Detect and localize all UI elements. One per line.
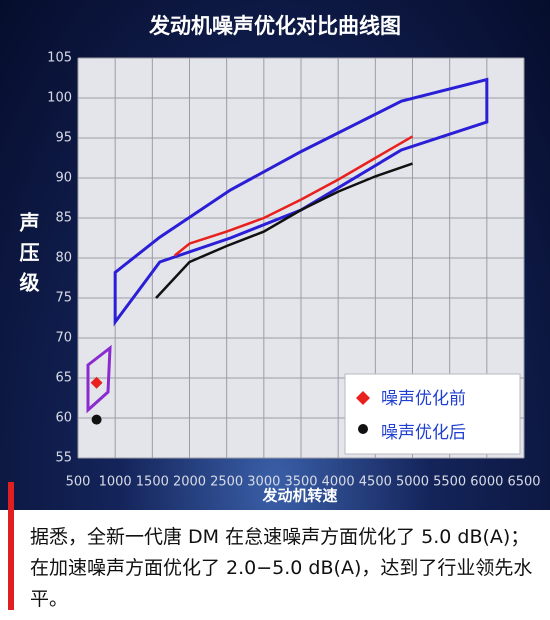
legend-label: 噪声优化前 xyxy=(381,389,466,409)
x-tick-label: 1000 xyxy=(99,475,132,490)
x-tick-label: 500 xyxy=(66,475,91,490)
series-line xyxy=(155,162,413,299)
x-tick-label: 4500 xyxy=(359,475,392,490)
legend-marker xyxy=(358,424,368,434)
x-tick-label: 3000 xyxy=(247,475,280,490)
series-line xyxy=(173,135,414,257)
x-tick-label: 6000 xyxy=(470,475,503,490)
y-tick-label: 65 xyxy=(55,371,72,386)
y-tick-label: 90 xyxy=(55,171,72,186)
idle-highlight xyxy=(86,344,112,414)
x-axis-label: 发动机转速 xyxy=(261,487,337,505)
x-tick-label: 5000 xyxy=(396,475,429,490)
y-tick-label: 55 xyxy=(55,451,72,466)
idle-point xyxy=(90,376,103,389)
accent-bar xyxy=(8,482,14,610)
chart: 发动机噪声优化对比曲线图 发动机转速 55 60 65 70 75 80 85 90 95 100… xyxy=(47,14,541,505)
y-tick-label: 80 xyxy=(55,251,72,266)
chart-title: 发动机噪声优化对比曲线图 xyxy=(148,14,401,38)
x-tick-label: 5500 xyxy=(433,475,466,490)
y-tick-label: 105 xyxy=(47,51,72,66)
y-tick-label: 60 xyxy=(55,411,72,426)
y-tick-label: 100 xyxy=(47,91,72,106)
legend-marker xyxy=(356,391,370,405)
y-tick-label: 70 xyxy=(55,331,72,346)
caption: 据悉，全新一代唐 DM 在怠速噪声方面优化了 5.0 dB(A)；在加速噪声方面… xyxy=(30,526,533,610)
legend-box xyxy=(344,373,521,455)
y-tick-label: 75 xyxy=(55,291,72,306)
y-tick-label: 85 xyxy=(55,211,72,226)
x-tick-label: 3500 xyxy=(284,475,317,490)
y-axis-label: 声压级 xyxy=(16,212,40,302)
x-tick-label: 4000 xyxy=(322,475,355,490)
y-tick-label: 95 xyxy=(55,131,72,146)
legend-label: 噪声优化后 xyxy=(381,423,466,443)
noise-band xyxy=(113,77,489,327)
x-tick-label: 2500 xyxy=(210,475,243,490)
x-tick-label: 1500 xyxy=(136,475,169,490)
idle-point xyxy=(91,414,102,425)
x-tick-label: 2000 xyxy=(173,475,206,490)
x-tick-label: 6500 xyxy=(507,475,540,490)
